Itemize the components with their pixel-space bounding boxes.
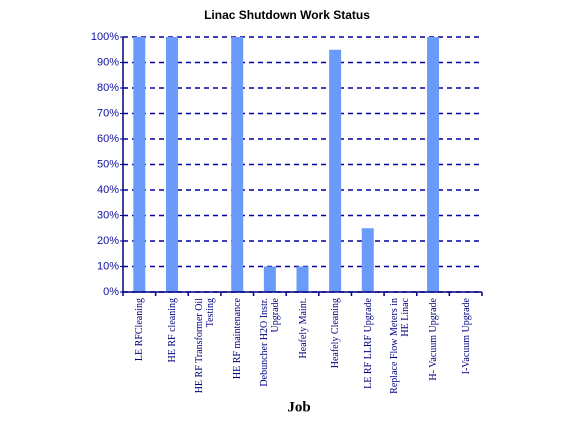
y-tick-label: 80% — [97, 82, 119, 94]
y-tick-label: 100% — [91, 31, 119, 43]
x-tick-label: Replace Flow Meters in HE Linac — [389, 298, 412, 394]
y-tick-label: 60% — [97, 133, 119, 145]
x-axis-title: Job — [287, 399, 310, 415]
x-tick-label: HE RF maintenance — [231, 298, 243, 380]
bar — [296, 266, 309, 292]
chart-title: Linac Shutdown Work Status — [204, 8, 370, 22]
y-tick-label: 50% — [97, 158, 119, 170]
y-tick-label: 20% — [97, 235, 119, 247]
x-tick-label: LE RF LLRF Upgrade — [362, 298, 374, 389]
x-tick-label: H- Vacuum Upgrade — [427, 298, 439, 381]
bar — [427, 37, 440, 292]
bar — [165, 37, 178, 292]
y-tick-label: 0% — [103, 286, 119, 298]
bar — [361, 228, 374, 292]
bar — [329, 49, 342, 292]
x-tick-label: I-Vacuum Upgrade — [460, 298, 472, 375]
x-tick-label: HE RF cleaning — [166, 298, 178, 363]
y-tick-label: 70% — [97, 107, 119, 119]
x-tick-label: Heafely Maint. — [297, 298, 308, 359]
x-tick-label: Heafely Cleaning — [329, 298, 341, 369]
bar — [133, 37, 146, 292]
x-tick-label: LE RFCleaning — [133, 298, 145, 362]
y-tick-label: 40% — [97, 184, 119, 196]
y-tick-label: 30% — [97, 209, 119, 221]
x-tick-label: HE RF Transformer Oil Testing — [193, 298, 216, 394]
bar — [263, 266, 276, 292]
bar — [231, 37, 244, 292]
y-tick-label: 10% — [97, 260, 119, 272]
y-tick-label: 90% — [97, 56, 119, 68]
x-tick-label: Debuncher H2O Instr. Upgrade — [258, 298, 281, 387]
